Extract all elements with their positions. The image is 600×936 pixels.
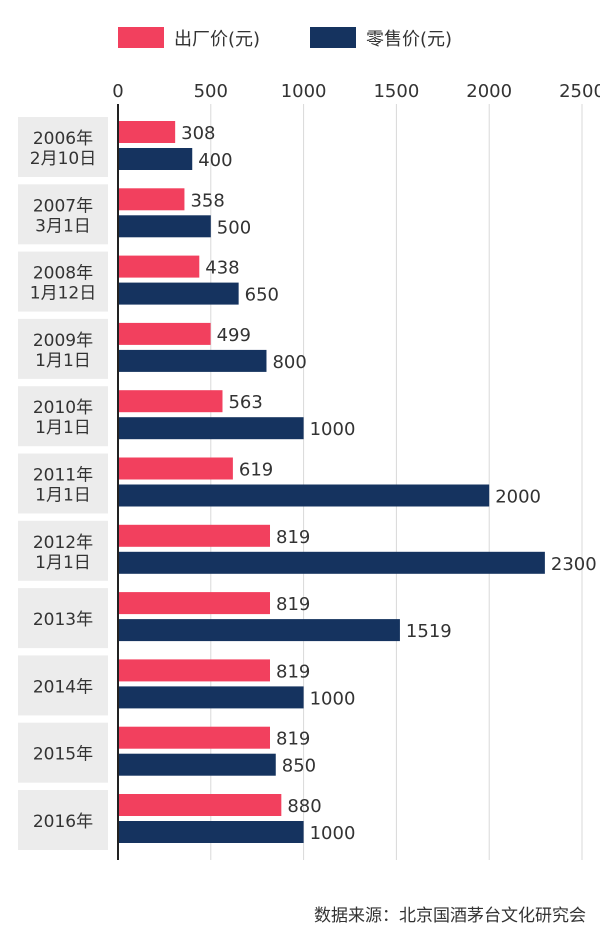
category-label: 1月1日 — [35, 486, 91, 506]
value-label: 500 — [217, 217, 251, 238]
value-label: 819 — [276, 661, 310, 682]
category-box — [18, 251, 108, 312]
category-label: 1月12日 — [30, 284, 96, 304]
legend-swatch-2 — [310, 27, 356, 48]
bar-retail-price — [118, 349, 267, 372]
value-label: 2300 — [551, 554, 597, 575]
x-tick-label-2000: 2000 — [466, 81, 512, 102]
category-box — [18, 117, 108, 177]
bar-factory-price — [118, 524, 271, 547]
category-box — [18, 588, 108, 649]
category-label: 2015年 — [33, 745, 93, 765]
category-label: 2010年 — [33, 398, 93, 418]
value-label: 819 — [276, 527, 310, 548]
bar-factory-price — [118, 121, 176, 143]
category-label: 2011年 — [33, 466, 93, 486]
bar-retail-price — [118, 484, 490, 507]
value-label: 438 — [205, 258, 239, 279]
category-label: 3月1日 — [35, 216, 91, 236]
category-label: 2月10日 — [30, 149, 96, 169]
category-label: 2013年 — [33, 610, 93, 630]
bar-factory-price — [118, 592, 271, 615]
category-box — [18, 655, 108, 716]
value-label: 880 — [287, 796, 321, 817]
category-box — [18, 184, 108, 245]
value-label: 1000 — [310, 419, 356, 440]
source-note: 数据来源：北京国酒茅台文化研究会 — [314, 906, 586, 926]
bar-retail-price — [118, 282, 239, 305]
value-label: 400 — [198, 150, 232, 171]
bar-retail-price — [118, 686, 304, 709]
value-label: 1000 — [310, 688, 356, 709]
legend-swatch-1 — [118, 27, 164, 48]
x-tick-label-500: 500 — [194, 81, 228, 102]
bar-factory-price — [118, 726, 271, 749]
bar-retail-price — [118, 619, 400, 642]
bar-retail-price — [118, 215, 211, 238]
value-label: 650 — [245, 285, 279, 306]
bar-factory-price — [118, 794, 282, 816]
bar-factory-price — [118, 659, 271, 682]
bar-retail-price — [118, 417, 304, 440]
value-label: 800 — [272, 352, 306, 373]
value-label: 358 — [190, 190, 224, 211]
value-label: 499 — [217, 325, 251, 346]
category-label: 2016年 — [33, 812, 93, 832]
x-tick-label-1500: 1500 — [373, 81, 419, 102]
bar-factory-price — [118, 255, 200, 278]
category-label: 1月1日 — [35, 418, 91, 438]
bar-retail-price — [118, 753, 276, 776]
value-label: 619 — [239, 460, 273, 481]
legend-label-1: 出厂价(元) — [174, 29, 260, 50]
category-box — [18, 386, 108, 447]
value-label: 308 — [181, 123, 215, 144]
category-box — [18, 453, 108, 514]
value-label: 819 — [276, 594, 310, 615]
value-label: 563 — [228, 392, 262, 413]
bar-factory-price — [118, 390, 223, 413]
category-box — [18, 520, 108, 581]
category-label: 2009年 — [33, 331, 93, 351]
category-label: 2014年 — [33, 677, 93, 697]
bar-factory-price — [118, 457, 233, 480]
value-label: 1519 — [406, 621, 452, 642]
x-tick-label-1000: 1000 — [281, 81, 327, 102]
category-label: 1月1日 — [35, 351, 91, 371]
category-box — [18, 790, 108, 850]
category-label: 1月1日 — [35, 553, 91, 573]
category-label: 2007年 — [33, 196, 93, 216]
bar-factory-price — [118, 322, 211, 345]
bar-retail-price — [118, 148, 193, 170]
legend-label-2: 零售价(元) — [366, 29, 452, 50]
value-label: 819 — [276, 729, 310, 750]
x-tick-label-2500: 2500 — [559, 81, 600, 102]
value-label: 2000 — [495, 487, 541, 508]
value-label: 850 — [282, 756, 316, 777]
category-label: 2006年 — [33, 129, 93, 149]
category-label: 2008年 — [33, 264, 93, 284]
x-tick-label-0: 0 — [112, 81, 123, 102]
bar-factory-price — [118, 188, 185, 211]
category-box — [18, 318, 108, 379]
category-box — [18, 722, 108, 783]
bar-retail-price — [118, 551, 545, 574]
value-label: 1000 — [310, 823, 356, 844]
category-label: 2012年 — [33, 533, 93, 553]
bar-retail-price — [118, 821, 304, 843]
